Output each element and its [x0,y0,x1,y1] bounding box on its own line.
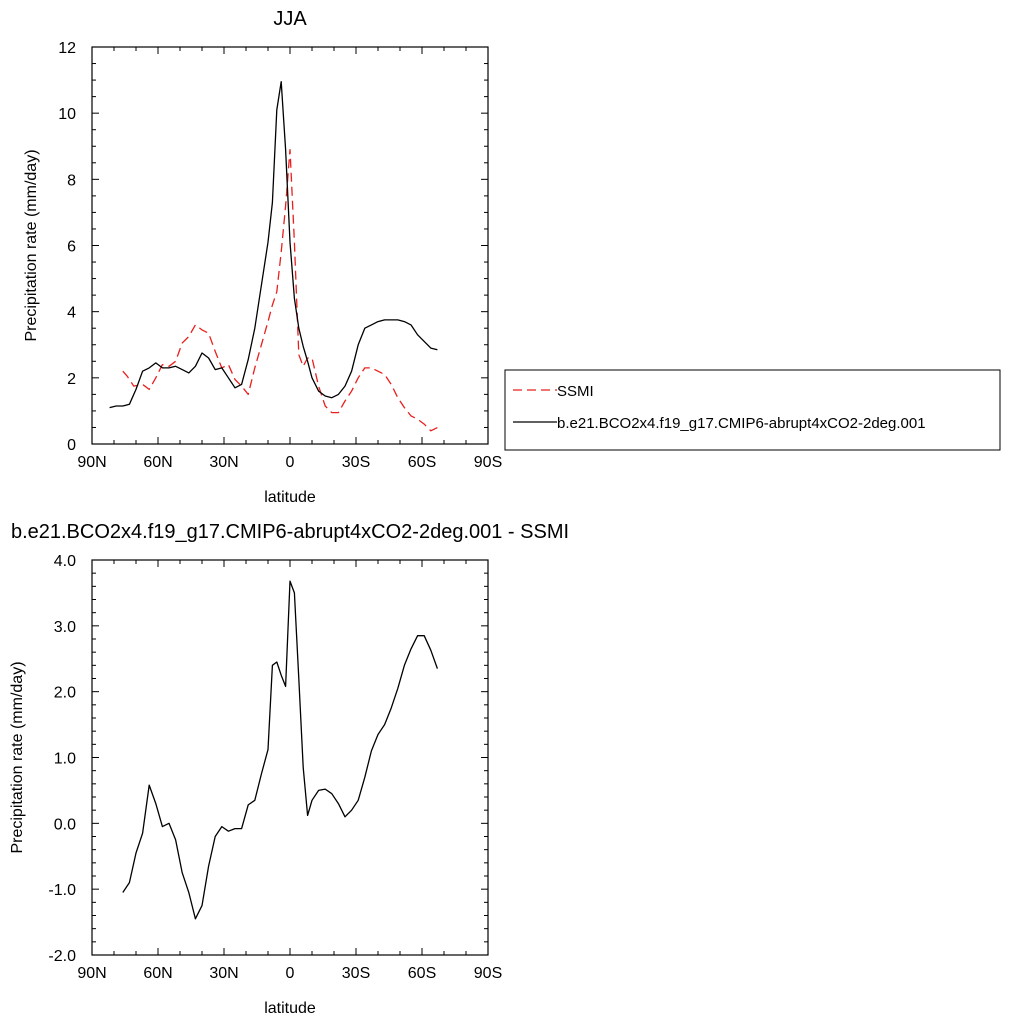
y-tick-label: -2.0 [48,948,76,965]
y-tick-label: 10 [58,106,76,123]
x-tick-label: 30N [209,965,238,982]
y-tick-label: 4 [67,305,76,322]
series-line-1 [122,580,439,920]
x-axis-label: latitude [264,1000,316,1017]
legend-box [504,369,1001,451]
plot-frame [91,559,489,956]
x-tick-label: 0 [286,965,295,982]
x-tick-label: 30S [342,965,370,982]
legend-label: b.e21.BCO2x4.f19_g17.CMIP6-abrupt4xCO2-2… [557,415,926,432]
y-tick-label: 8 [67,172,76,189]
x-tick-label: 60N [143,965,172,982]
y-tick-label: 4.0 [54,553,76,570]
y-axis-label: Precipitation rate (mm/day) [23,149,40,341]
y-tick-label: -1.0 [48,882,76,899]
chart-2: 90N 60N 30N 0 30S 60S 90S -2.0 -1.0 0.0 1.0 2.0 3.0 4… [9,521,569,1017]
y-axis-label: Precipitation rate (mm/day) [9,661,26,853]
x-tick-label: 30S [342,454,370,471]
series-line-2 [109,81,438,409]
series-line-1 [122,148,438,432]
chart-title: JJA [273,8,307,30]
chart-1: 90N 60N 30N 0 30S 60S 90S 0 2 4 6 8 10 12 JJA latitude P… [23,8,1001,506]
y-tick-label: 2.0 [54,685,76,702]
y-tick-label: 3.0 [54,619,76,636]
x-tick-label: 90N [77,454,106,471]
x-tick-label: 90S [474,965,502,982]
legend-label: SSMI [557,383,594,400]
x-tick-label: 60S [408,965,436,982]
chart-title: b.e21.BCO2x4.f19_g17.CMIP6-abrupt4xCO2-2… [11,521,569,543]
legend: SSMI b.e21.BCO2x4.f19_g17.CMIP6-abrupt4xC… [504,369,1001,451]
y-tick-label: 12 [58,40,76,57]
y-tick-label: 0 [67,437,76,454]
x-tick-label: 60N [143,454,172,471]
y-tick-label: 0.0 [54,816,76,833]
x-axis-label: latitude [264,489,316,506]
x-tick-label: 90N [77,965,106,982]
x-tick-label: 0 [286,454,295,471]
x-tick-label: 90S [474,454,502,471]
x-tick-label: 60S [408,454,436,471]
x-tick-label: 30N [209,454,238,471]
y-tick-label: 6 [67,239,76,256]
y-tick-label: 1.0 [54,751,76,768]
series-group [122,580,439,920]
y-tick-label: 2 [67,371,76,388]
series-group [109,81,438,432]
